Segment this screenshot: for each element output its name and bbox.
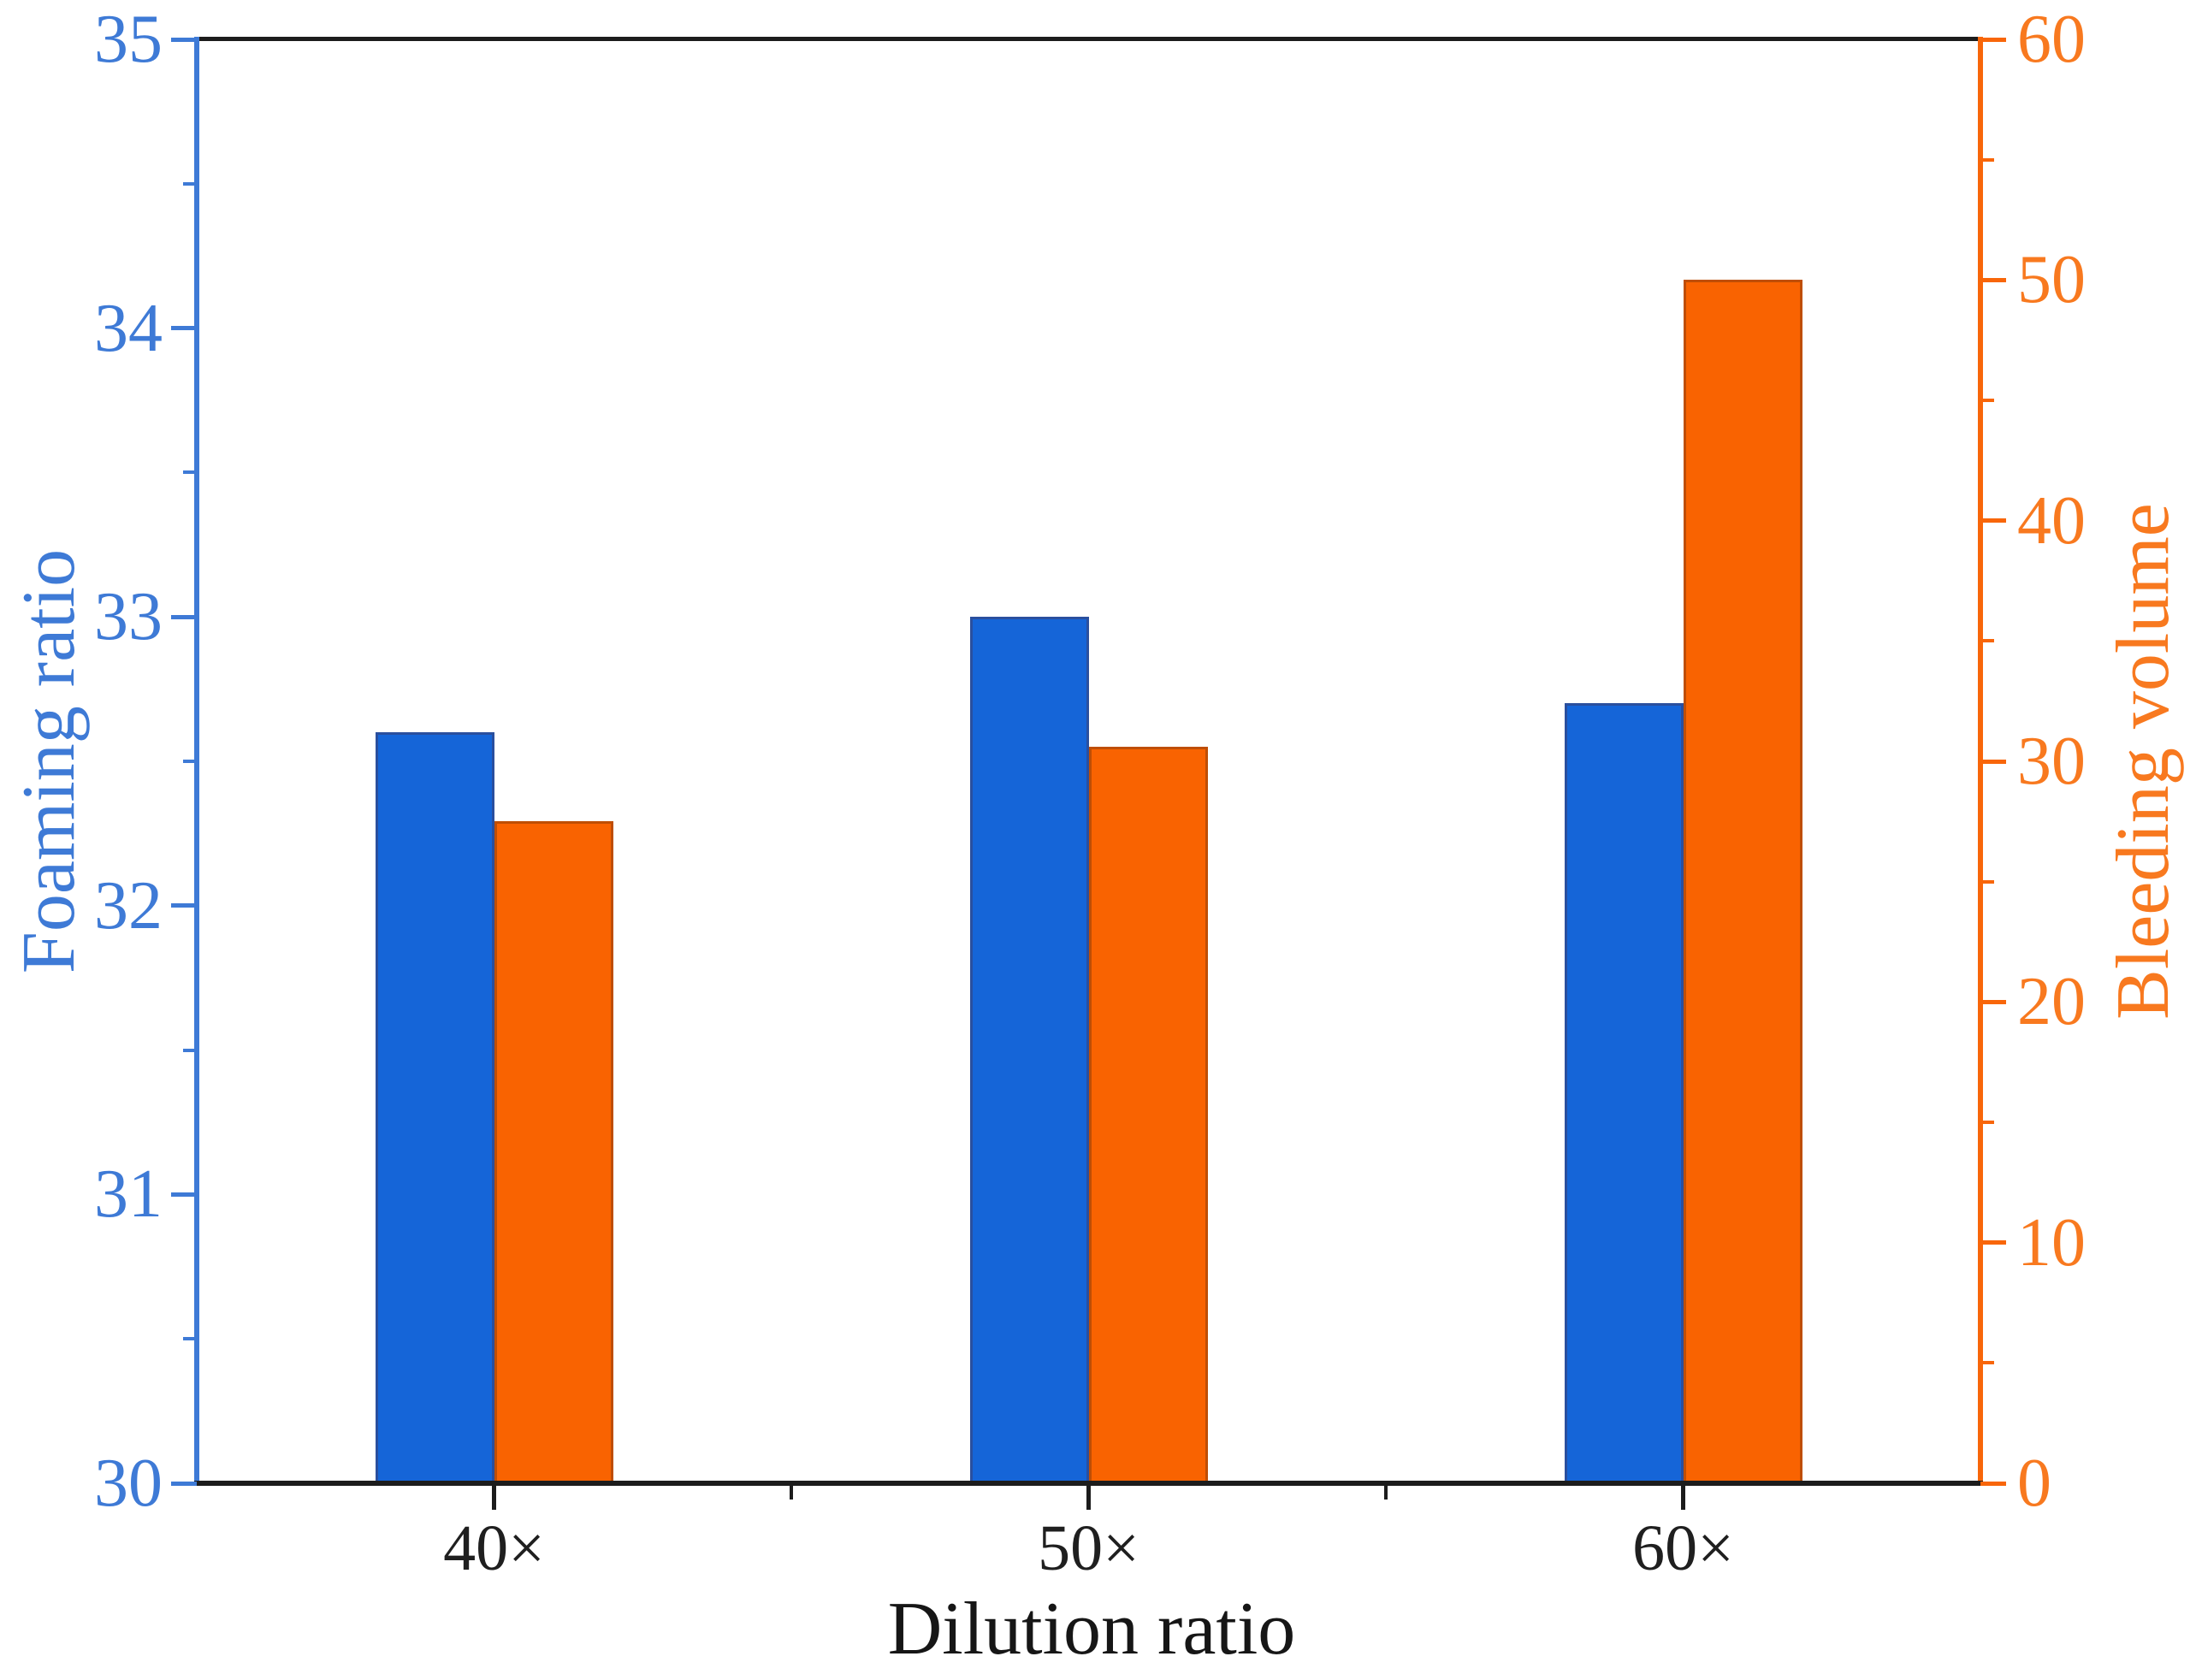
y-left-tick-label: 32 [94, 867, 163, 944]
bar-bleeding-volume-50× [1088, 747, 1208, 1483]
y-right-minor-tick [1980, 399, 1994, 402]
y-right-minor-tick [1980, 879, 1994, 884]
y-left-tick-label: 34 [94, 290, 163, 366]
left-axis-line [194, 37, 199, 1486]
y-left-tick-label: 33 [94, 579, 163, 655]
y-right-tick-label: 60 [2017, 2, 2086, 77]
x-minor-tick [790, 1486, 793, 1500]
y-right-tick-label: 30 [2017, 724, 2086, 799]
y-right-tick-label: 0 [2017, 1446, 2051, 1521]
y-left-tick-label: 31 [94, 1156, 163, 1233]
bar-foaming-ratio-50× [969, 617, 1089, 1483]
y-left-minor-tick [183, 181, 197, 186]
y-left-major-tick [171, 903, 197, 908]
x-tick-label: 60× [1632, 1512, 1734, 1584]
plot-frame-top [194, 37, 1983, 41]
x-tick-label: 40× [443, 1512, 545, 1584]
y-right-major-tick [1980, 999, 2006, 1004]
y-left-minor-tick [183, 470, 197, 475]
x-axis-line [194, 1481, 1983, 1486]
y-left-minor-tick [183, 1337, 197, 1341]
y-right-major-tick [1980, 1481, 2006, 1486]
y-right-minor-tick [1980, 1121, 1994, 1124]
y-right-minor-tick [1980, 1361, 1994, 1365]
x-major-tick [492, 1486, 496, 1510]
y-left-minor-tick [183, 1048, 197, 1052]
y-right-minor-tick [1980, 157, 1994, 162]
y-right-major-tick [1980, 277, 2006, 282]
bar-foaming-ratio-40× [375, 732, 494, 1483]
x-minor-tick [1384, 1486, 1388, 1500]
y-right-major-tick [1980, 518, 2006, 524]
y-left-tick-label: 30 [94, 1446, 163, 1521]
x-major-tick [1681, 1486, 1685, 1510]
bar-bleeding-volume-60× [1683, 280, 1802, 1483]
y-right-major-tick [1980, 37, 2006, 42]
y-left-major-tick [171, 614, 197, 619]
y-left-tick-label: 35 [94, 2, 163, 77]
x-axis-title: Dilution ratio [887, 1588, 1296, 1671]
y-right-tick-label: 20 [2017, 964, 2086, 1040]
y-left-major-tick [171, 1192, 197, 1197]
y-right-major-tick [1980, 759, 2006, 764]
y-left-minor-tick [183, 760, 197, 763]
y-left-major-tick [171, 326, 197, 331]
x-major-tick [1086, 1486, 1091, 1510]
y-left-major-tick [171, 1481, 197, 1486]
y-right-tick-label: 40 [2017, 482, 2086, 559]
y-right-minor-tick [1980, 639, 1994, 643]
x-tick-label: 50× [1038, 1512, 1139, 1584]
bar-bleeding-volume-40× [494, 821, 613, 1483]
bar-foaming-ratio-60× [1564, 703, 1684, 1483]
y-right-major-tick [1980, 1240, 2006, 1245]
y-right-tick-label: 50 [2017, 242, 2086, 318]
left-axis-title: Foaming ratio [8, 548, 91, 974]
y-right-tick-label: 10 [2017, 1204, 2086, 1281]
y-left-major-tick [171, 37, 197, 42]
